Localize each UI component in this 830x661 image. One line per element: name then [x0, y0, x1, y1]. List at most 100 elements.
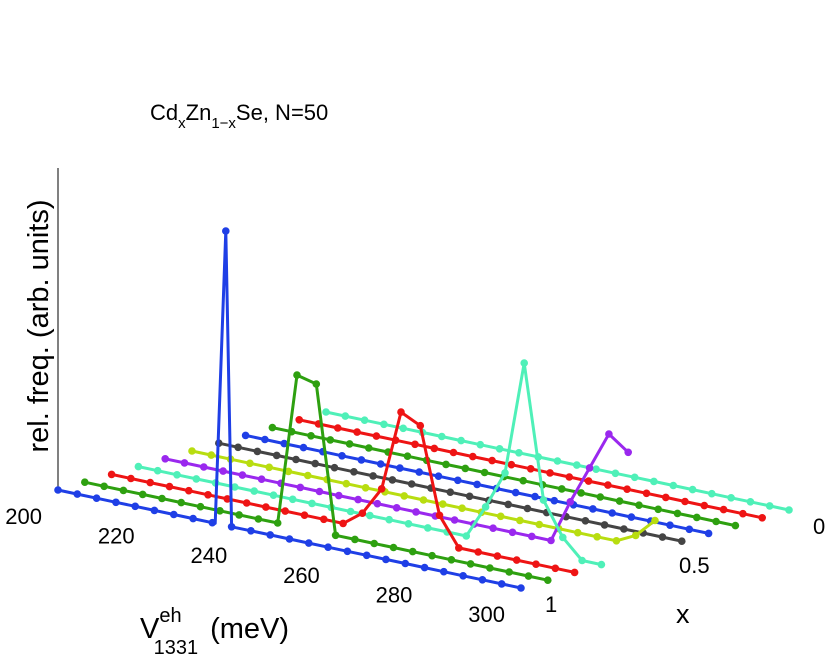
data-point — [596, 493, 605, 501]
x-tick-label: 200 — [5, 504, 42, 529]
data-point — [658, 533, 667, 541]
data-point — [420, 563, 429, 572]
data-point — [424, 524, 432, 532]
data-point — [216, 507, 224, 515]
data-point — [501, 469, 509, 477]
data-point — [165, 482, 174, 491]
data-point — [442, 460, 450, 469]
data-point — [399, 424, 408, 433]
data-point — [746, 498, 755, 506]
data-point — [373, 499, 382, 508]
data-point — [473, 480, 481, 489]
data-point — [389, 543, 398, 552]
data-point — [481, 503, 490, 511]
data-point — [196, 502, 205, 511]
data-point — [346, 507, 355, 516]
data-point — [161, 455, 169, 463]
x-tick-label: 280 — [376, 582, 413, 607]
data-point — [247, 527, 255, 535]
data-point — [459, 572, 467, 580]
data-point — [341, 412, 350, 420]
y-tick-label: 0.5 — [679, 553, 710, 578]
data-point — [592, 465, 600, 474]
data-point — [331, 531, 340, 540]
data-point — [531, 492, 539, 501]
data-point — [669, 481, 678, 490]
data-point — [635, 501, 643, 510]
data-point — [312, 380, 321, 388]
data-point — [411, 440, 419, 449]
data-point — [238, 471, 247, 479]
data-point — [486, 564, 494, 572]
x-tick-label: 300 — [468, 602, 505, 627]
data-point — [573, 461, 581, 469]
data-point — [688, 485, 697, 494]
data-point — [358, 509, 367, 517]
data-point — [180, 459, 189, 467]
data-point — [208, 518, 217, 527]
data-point — [553, 457, 562, 465]
series-x-0-6 — [161, 430, 632, 545]
data-point — [544, 576, 552, 584]
data-point — [92, 494, 101, 503]
data-point — [520, 359, 528, 367]
data-point — [153, 466, 162, 475]
series-layer — [54, 227, 793, 592]
data-point — [480, 468, 489, 477]
data-point — [535, 520, 544, 529]
data-point — [335, 491, 343, 500]
data-point — [615, 497, 624, 505]
data-point — [416, 421, 425, 430]
data-point — [351, 535, 359, 544]
data-point — [550, 496, 559, 505]
data-point — [223, 495, 232, 503]
data-point — [207, 451, 216, 459]
data-point — [265, 463, 274, 472]
data-point — [100, 482, 108, 491]
data-point — [624, 448, 632, 457]
data-point — [559, 533, 567, 542]
series-x-0-0 — [322, 408, 793, 514]
series-x-0-1 — [295, 416, 766, 522]
data-point — [605, 430, 613, 438]
data-point — [119, 486, 128, 495]
series-line — [111, 410, 575, 574]
data-point — [566, 498, 575, 506]
data-point — [308, 499, 316, 508]
data-point — [253, 447, 262, 456]
data-point — [326, 436, 335, 444]
data-point — [311, 459, 320, 468]
data-point — [519, 476, 527, 485]
data-point — [382, 555, 390, 564]
data-point — [440, 567, 448, 576]
data-point — [489, 524, 497, 532]
data-point — [234, 443, 242, 452]
data-point — [401, 559, 410, 568]
data-point — [338, 452, 346, 460]
data-point — [342, 479, 351, 488]
data-point — [627, 513, 636, 521]
data-point — [434, 472, 443, 481]
data-point — [546, 469, 554, 477]
data-point — [578, 556, 586, 565]
data-point — [507, 460, 516, 469]
data-point — [388, 476, 397, 484]
data-point — [449, 448, 458, 457]
x-tick-label: 260 — [283, 563, 320, 588]
series-x-1-0 — [54, 227, 525, 592]
x-tick-label: 240 — [190, 543, 227, 568]
data-point — [630, 473, 639, 482]
data-point — [227, 523, 236, 531]
data-point — [242, 499, 251, 507]
data-point — [173, 471, 181, 479]
data-point — [700, 501, 709, 510]
data-point — [204, 491, 212, 499]
data-point — [765, 502, 774, 510]
data-point — [727, 494, 735, 502]
data-point — [369, 472, 377, 480]
data-point — [662, 493, 670, 502]
data-point — [517, 584, 525, 592]
data-point — [353, 428, 361, 436]
series-x-0-8 — [107, 408, 579, 577]
data-point — [673, 509, 682, 518]
